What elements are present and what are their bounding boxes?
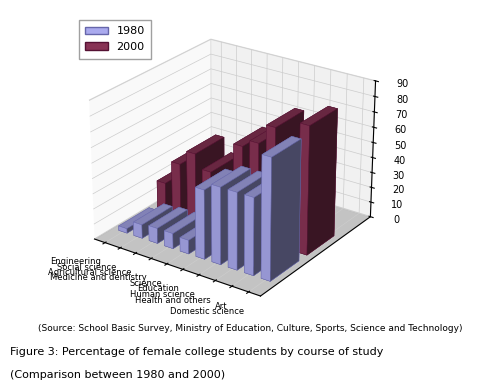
Text: Figure 3: Percentage of female college students by course of study: Figure 3: Percentage of female college s… (10, 347, 384, 357)
Text: (Source: School Basic Survey, Ministry of Education, Culture, Sports, Science an: (Source: School Basic Survey, Ministry o… (38, 324, 462, 333)
Legend: 1980, 2000: 1980, 2000 (79, 20, 152, 58)
Text: (Comparison between 1980 and 2000): (Comparison between 1980 and 2000) (10, 370, 225, 380)
